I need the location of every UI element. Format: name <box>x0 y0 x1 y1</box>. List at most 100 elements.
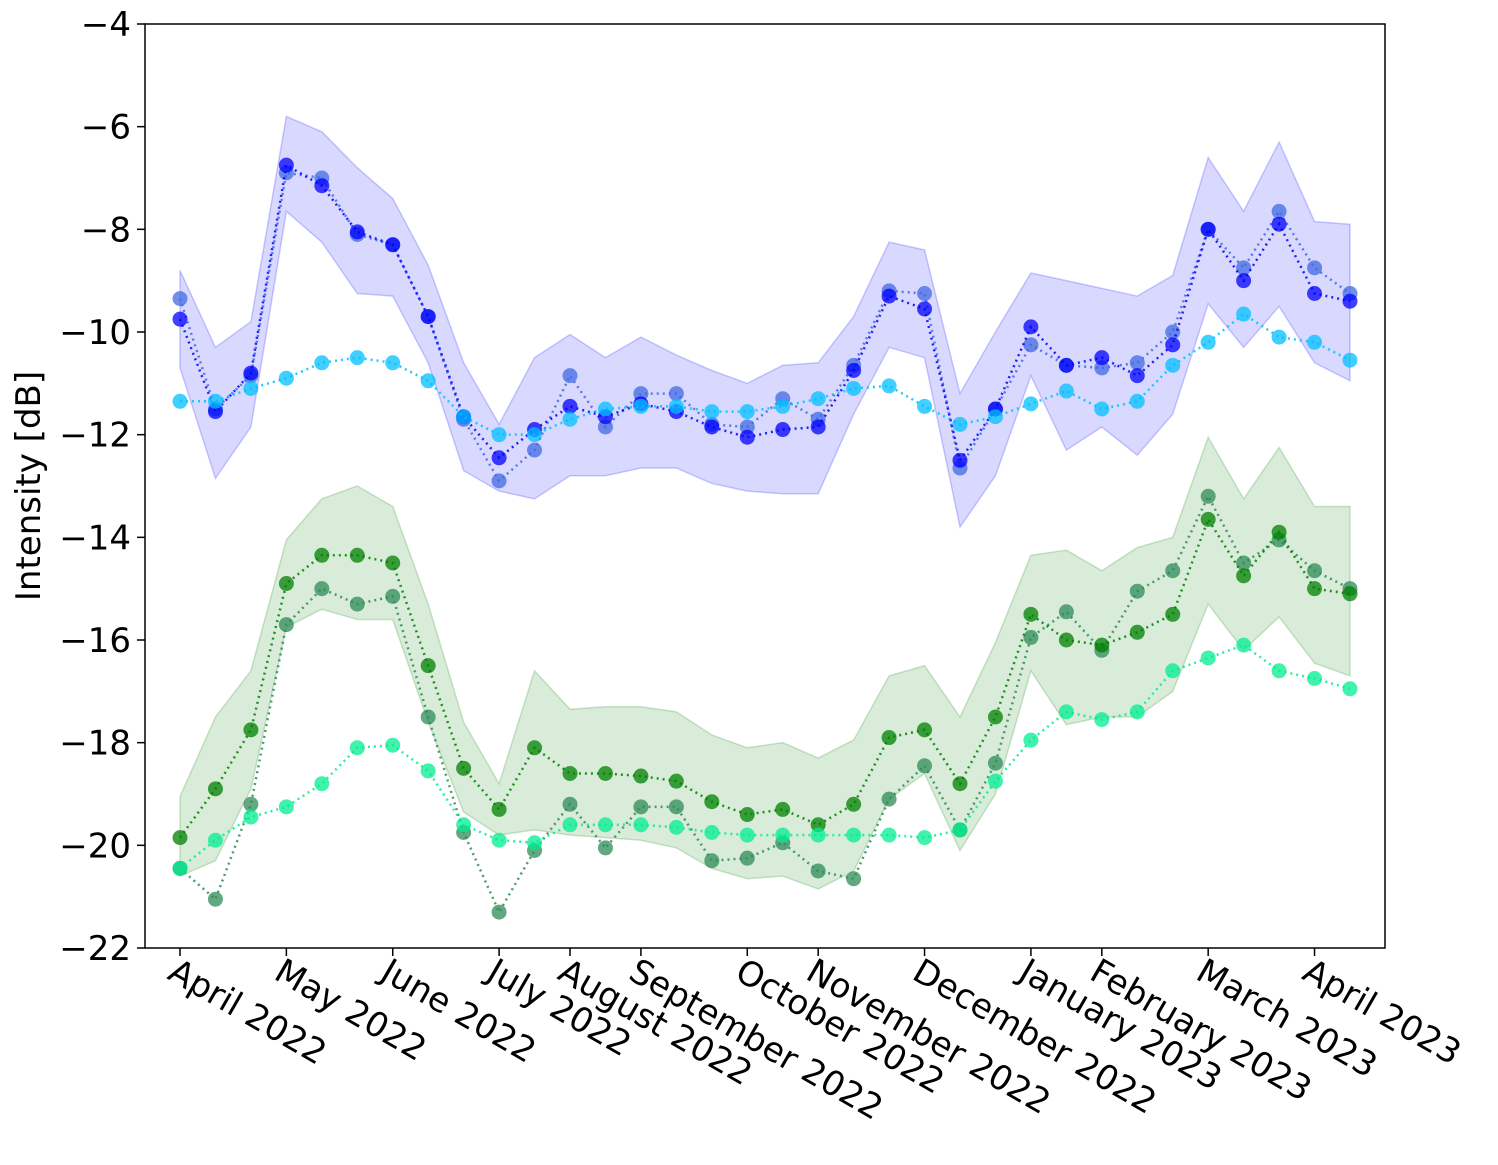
point <box>207 393 223 409</box>
y-tick-label: −14 <box>59 518 131 558</box>
point <box>917 301 933 317</box>
point <box>349 350 365 366</box>
point <box>1023 396 1039 412</box>
point <box>775 827 791 843</box>
point <box>846 871 862 887</box>
point <box>562 817 578 833</box>
point <box>704 419 720 435</box>
point <box>491 832 507 848</box>
point <box>597 840 613 856</box>
point <box>1342 293 1358 309</box>
point <box>633 817 649 833</box>
point <box>987 709 1003 725</box>
point <box>278 370 294 386</box>
point <box>704 825 720 840</box>
y-tick-label: −8 <box>81 210 131 250</box>
point <box>1094 401 1110 417</box>
y-tick-label: −4 <box>81 5 131 45</box>
point <box>385 237 401 253</box>
point <box>1307 334 1323 350</box>
point <box>739 429 755 445</box>
point <box>527 427 543 443</box>
point <box>846 827 862 843</box>
point <box>243 365 259 381</box>
point <box>810 827 826 843</box>
series-line <box>178 516 1351 839</box>
point <box>349 224 365 240</box>
point <box>668 386 684 402</box>
point <box>172 860 188 876</box>
point <box>987 755 1003 771</box>
y-tick-label: −10 <box>59 313 131 353</box>
point <box>1342 586 1358 602</box>
point <box>172 311 188 327</box>
point <box>775 398 791 414</box>
point <box>881 288 897 304</box>
point <box>1236 260 1252 276</box>
point <box>420 658 436 674</box>
point <box>172 291 188 307</box>
point <box>491 801 507 817</box>
y-tick-label: −16 <box>59 621 131 661</box>
point <box>1165 324 1181 340</box>
point <box>1307 260 1323 276</box>
point <box>1236 637 1252 653</box>
point <box>1271 663 1287 679</box>
point <box>278 157 294 173</box>
point <box>420 709 436 725</box>
point <box>1165 357 1181 373</box>
point <box>917 722 933 738</box>
point <box>739 807 755 823</box>
y-tick-label: −12 <box>59 416 131 456</box>
point <box>562 411 578 427</box>
point <box>952 452 968 468</box>
point <box>1129 393 1145 409</box>
point <box>1271 203 1287 219</box>
point <box>1165 563 1181 579</box>
point <box>314 178 330 194</box>
point <box>846 380 862 396</box>
point <box>1094 712 1110 728</box>
point <box>349 740 365 756</box>
point <box>314 776 330 792</box>
point <box>668 398 684 414</box>
point <box>668 819 684 835</box>
point <box>491 904 507 920</box>
point <box>1094 350 1110 366</box>
point <box>491 473 507 489</box>
point <box>987 409 1003 425</box>
point <box>704 404 720 420</box>
point <box>420 763 436 779</box>
point <box>810 817 826 833</box>
point <box>881 730 897 746</box>
point <box>172 393 188 409</box>
point <box>1200 488 1216 504</box>
point <box>881 827 897 843</box>
point <box>207 781 223 797</box>
point <box>207 891 223 907</box>
point <box>952 416 968 432</box>
point <box>1058 704 1074 720</box>
point <box>243 796 259 812</box>
y-tick-label: −22 <box>59 929 131 969</box>
point <box>668 799 684 815</box>
point <box>1129 355 1145 371</box>
point <box>1236 273 1252 289</box>
point <box>987 773 1003 789</box>
band <box>179 115 1351 529</box>
point <box>633 799 649 815</box>
point <box>917 830 933 846</box>
point <box>1307 581 1323 597</box>
point <box>1271 329 1287 345</box>
point <box>1023 319 1039 335</box>
point <box>1165 663 1181 679</box>
point <box>1094 637 1110 653</box>
point <box>597 765 613 781</box>
point <box>1307 563 1323 579</box>
point <box>420 309 436 325</box>
point <box>846 796 862 812</box>
point <box>1236 306 1252 322</box>
point <box>1307 286 1323 301</box>
point <box>1342 681 1358 697</box>
point <box>704 853 720 869</box>
